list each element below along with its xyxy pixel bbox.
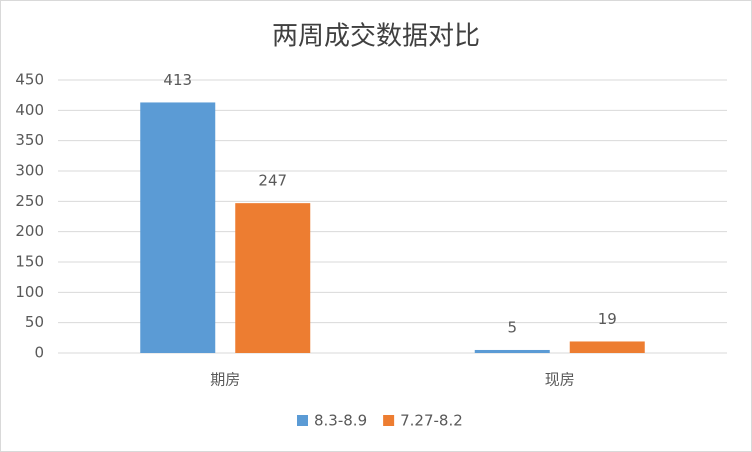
y-tick-label: 200	[15, 222, 44, 240]
legend-swatch	[383, 415, 395, 426]
y-tick-label: 350	[15, 131, 44, 149]
y-tick-label: 400	[15, 101, 44, 119]
legend-label: 8.3-8.9	[314, 412, 367, 430]
bar	[569, 341, 645, 353]
x-tick-label: 现房	[545, 371, 575, 389]
legend-swatch	[297, 415, 308, 426]
y-tick-label: 100	[15, 283, 44, 301]
data-label: 19	[598, 310, 617, 328]
x-tick-label: 期房	[210, 371, 240, 389]
bar	[140, 102, 216, 354]
y-tick-label: 450	[15, 71, 44, 89]
data-label: 5	[507, 318, 517, 336]
y-tick-label: 250	[15, 192, 44, 210]
bar	[235, 203, 311, 353]
chart-title: 两周成交数据对比	[272, 22, 480, 52]
data-label: 247	[258, 172, 287, 190]
data-label: 413	[163, 71, 192, 89]
y-tick-label: 50	[25, 313, 44, 331]
y-tick-label: 150	[15, 253, 44, 271]
bar	[474, 349, 550, 353]
y-tick-label: 300	[15, 162, 44, 180]
y-tick-label: 0	[34, 344, 44, 362]
legend-label: 7.27-8.2	[400, 412, 463, 430]
